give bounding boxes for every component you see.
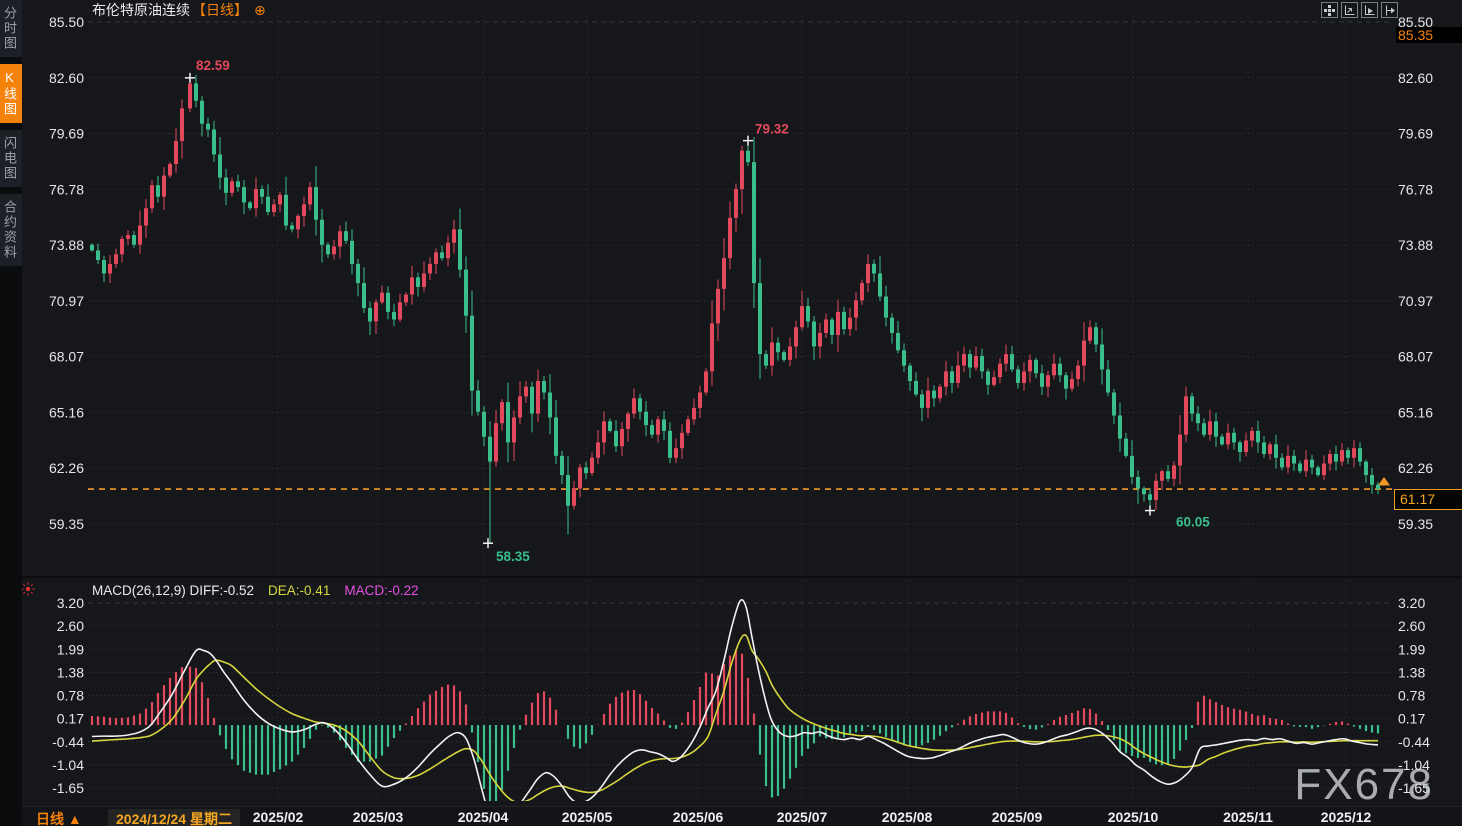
svg-text:79.69: 79.69: [1398, 126, 1433, 142]
time-axis-bar: 日线 ▲ 2024/12/24 星期二 2025/02 2025/03 2025/04…: [22, 806, 1462, 826]
period-selector[interactable]: 日线 ▲: [36, 811, 82, 826]
svg-text:-0.44: -0.44: [1398, 734, 1430, 750]
pan-right-icon[interactable]: [1381, 2, 1398, 18]
svg-text:-1.04: -1.04: [1398, 757, 1430, 773]
svg-text:82.59: 82.59: [196, 58, 230, 73]
macd-dea-value: DEA:-0.41: [268, 583, 331, 598]
macd-readout: MACD(26,12,9) DIFF:-0.52 DEA:-0.41 MACD:…: [92, 583, 419, 598]
svg-text:-1.65: -1.65: [52, 780, 84, 796]
svg-text:68.07: 68.07: [1398, 349, 1433, 365]
svg-text:3.20: 3.20: [57, 595, 84, 611]
macd-panel: [90, 599, 1380, 801]
svg-text:0.17: 0.17: [57, 711, 84, 727]
svg-text:59.35: 59.35: [49, 516, 84, 532]
svg-text:2.60: 2.60: [57, 618, 84, 634]
macd-diff-value: MACD(26,12,9) DIFF:-0.52: [92, 583, 255, 598]
svg-text:70.97: 70.97: [49, 293, 84, 309]
svg-text:79.32: 79.32: [755, 122, 789, 137]
price-annotations: 82.59 79.32 58.35 60.05: [185, 58, 1210, 564]
instrument-title: 布伦特原油连续: [92, 2, 190, 18]
x-axis-month-label: 2025/04: [457, 809, 509, 825]
x-axis-month-label: 2025/06: [672, 809, 724, 825]
period-tag: 【日线】: [192, 2, 248, 18]
x-axis-month-label: 2025/11: [1223, 809, 1273, 825]
last-price-box: 61.17: [1394, 489, 1462, 510]
svg-text:-0.44: -0.44: [52, 734, 84, 750]
x-axis-month-label: 2025/10: [1107, 809, 1159, 825]
svg-text:79.69: 79.69: [49, 126, 84, 142]
svg-text:1.38: 1.38: [1398, 664, 1425, 680]
x-axis-month-label: 2025/02: [252, 809, 304, 825]
chart-header: 布伦特原油连续 【日线】 ⊕: [92, 1, 266, 19]
svg-text:0.78: 0.78: [1398, 688, 1425, 704]
svg-text:73.88: 73.88: [49, 237, 84, 253]
svg-text:76.78: 76.78: [1398, 181, 1433, 197]
svg-text:-1.04: -1.04: [52, 757, 84, 773]
add-indicator-icon[interactable]: ⊕: [254, 1, 266, 18]
svg-text:76.78: 76.78: [49, 181, 84, 197]
x-axis-month-label: 2025/07: [776, 809, 828, 825]
svg-text:0.17: 0.17: [1398, 711, 1425, 727]
svg-text:65.16: 65.16: [1398, 404, 1433, 420]
scale-axis-icon[interactable]: [1361, 2, 1378, 18]
svg-text:3.20: 3.20: [1398, 595, 1425, 611]
svg-text:1.38: 1.38: [57, 664, 84, 680]
price-arrow-marker: [1378, 477, 1390, 486]
dea-line: [91, 634, 1379, 801]
session-high-marker: 85.35: [1396, 27, 1462, 43]
svg-text:85.50: 85.50: [1398, 14, 1433, 30]
svg-text:59.35: 59.35: [1398, 516, 1433, 532]
svg-text:62.26: 62.26: [49, 460, 84, 476]
svg-text:65.16: 65.16: [49, 404, 84, 420]
fx678-watermark: FX678: [1294, 760, 1434, 809]
sidebar-item-contract-info[interactable]: 合约资料: [0, 194, 22, 266]
selected-date-label[interactable]: 2024/12/24 星期二: [108, 809, 240, 826]
svg-text:0.78: 0.78: [57, 688, 84, 704]
diff-line: [91, 599, 1379, 801]
price-axis-labels: 85.50 85.50 82.60 82.60 79.69 79.69 76.78 76.78…: [49, 14, 1433, 796]
grid-lines: [88, 16, 1392, 800]
x-axis-month-label: 2025/03: [352, 809, 404, 825]
svg-text:58.35: 58.35: [496, 549, 530, 564]
sidebar-item-lightning-chart[interactable]: 闪电图: [0, 130, 22, 187]
x-axis-month-label: 2025/09: [991, 809, 1043, 825]
svg-text:60.05: 60.05: [1176, 515, 1210, 530]
svg-text:85.50: 85.50: [49, 14, 84, 30]
sidebar-item-timeshare-chart[interactable]: 分时图: [0, 0, 22, 57]
x-axis-month-label: 2025/08: [881, 809, 933, 825]
svg-text:82.60: 82.60: [1398, 70, 1433, 86]
svg-text:-1.65: -1.65: [1398, 780, 1430, 796]
zoom-axis-icon[interactable]: [1341, 2, 1358, 18]
svg-text:70.97: 70.97: [1398, 293, 1433, 309]
sidebar-item-kline-chart[interactable]: K线图: [0, 64, 22, 123]
svg-text:62.26: 62.26: [1398, 460, 1433, 476]
svg-text:68.07: 68.07: [49, 349, 84, 365]
svg-text:82.60: 82.60: [49, 70, 84, 86]
candles: [90, 75, 1380, 544]
chart-type-sidebar: 分时图 K线图闪电图合约资料: [0, 0, 22, 826]
period-up-arrow: ▲: [67, 811, 82, 826]
svg-text:1.99: 1.99: [57, 641, 84, 657]
svg-text:2.60: 2.60: [1398, 618, 1425, 634]
x-axis-month-label: 2025/12: [1320, 809, 1372, 825]
indicator-beacon-icon[interactable]: [21, 582, 35, 601]
macd-hist-value: MACD:-0.22: [344, 583, 419, 598]
x-axis-month-label: 2025/05: [561, 809, 613, 825]
svg-text:73.88: 73.88: [1398, 237, 1433, 253]
crosshair-icon[interactable]: [1321, 2, 1338, 18]
svg-text:1.99: 1.99: [1398, 641, 1425, 657]
chart-toolbar: [1321, 2, 1398, 18]
